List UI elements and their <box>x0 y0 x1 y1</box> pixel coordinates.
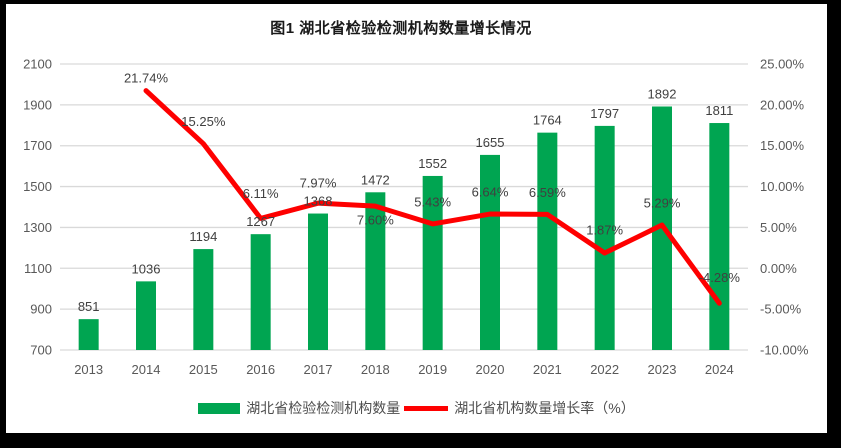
bar-2018 <box>365 192 386 350</box>
bar-value-label-2015: 1194 <box>189 229 217 244</box>
bar-2016 <box>250 234 271 350</box>
left-axis-tick: 1700 <box>23 138 52 153</box>
bar-2020 <box>480 154 500 350</box>
legend-line-label: 湖北省机构数量增长率（%） <box>454 400 635 416</box>
bar-value-label-2020: 1655 <box>476 135 505 150</box>
legend-bar-label: 湖北省检验检测机构数量 <box>246 400 401 416</box>
x-tick-2020: 2020 <box>476 362 505 377</box>
rate-value-label-2016: 6.11% <box>243 186 279 201</box>
line-series-swatch-icon <box>404 405 449 411</box>
bar-value-label-2022: 1797 <box>590 106 619 121</box>
bar-value-label-2024: 1811 <box>705 103 733 118</box>
legend-item-line: 湖北省机构数量增长率（%） <box>404 398 635 418</box>
left-axis-tick: 1500 <box>23 179 52 194</box>
right-axis-tick: 25.00% <box>760 57 805 72</box>
bar-2017 <box>308 213 328 350</box>
rate-value-label-2017: 7.97% <box>300 176 337 191</box>
rate-value-label-2019: 5.43% <box>414 194 451 209</box>
bar-value-label-2014: 1036 <box>132 261 161 276</box>
rate-value-label-2018: 7.60% <box>357 213 394 228</box>
x-tick-2021: 2021 <box>533 362 562 377</box>
bar-2019 <box>422 175 443 350</box>
bar-2021 <box>537 132 558 350</box>
rate-value-label-2014: 21.74% <box>124 71 169 86</box>
right-axis-tick: 5.00% <box>760 220 797 235</box>
right-axis-tick: 20.00% <box>760 97 805 112</box>
bar-2024 <box>709 123 730 350</box>
plot-area: 2100 25.00% 1900 20.00% 1700 15.00% 1500 10.00%… <box>23 57 809 378</box>
rate-value-label-2024: -4.28% <box>699 270 741 285</box>
bar-value-label-2013: 851 <box>78 299 100 314</box>
left-axis-tick: 1300 <box>23 220 52 235</box>
bar-value-label-2023: 1892 <box>648 86 677 101</box>
right-axis-tick: 15.00% <box>760 138 805 153</box>
right-axis-tick: 0.00% <box>760 261 797 276</box>
rate-value-label-2021: 6.59% <box>529 185 566 200</box>
x-tick-2013: 2013 <box>74 362 103 377</box>
right-axis-tick: 10.00% <box>760 179 805 194</box>
x-tick-2022: 2022 <box>590 362 619 377</box>
left-axis-tick: 1100 <box>24 261 52 276</box>
x-tick-2017: 2017 <box>304 362 333 377</box>
bar-2015 <box>193 249 214 350</box>
bar-value-label-2016: 1267 <box>246 214 275 229</box>
legend-item-bars: 湖北省检验检测机构数量 <box>198 398 400 418</box>
bar-2022 <box>594 125 615 350</box>
left-axis-tick: 700 <box>30 343 52 358</box>
rate-value-label-2023: 5.29% <box>644 196 681 211</box>
left-axis-tick: 900 <box>30 302 52 317</box>
bar-series-swatch-icon <box>198 402 241 414</box>
bar-value-label-2018: 1472 <box>361 172 390 187</box>
left-axis-tick: 2100 <box>23 57 52 72</box>
rate-value-label-2022: 1.87% <box>586 223 623 238</box>
chart-canvas: 图1 湖北省检验检测机构数量增长情况 2100 25.00% 1900 20.00% 1… <box>6 4 827 433</box>
x-tick-2019: 2019 <box>418 362 447 377</box>
x-tick-2023: 2023 <box>648 362 677 377</box>
bar-value-label-2019: 1552 <box>418 156 447 171</box>
chart-title: 图1 湖北省检验检测机构数量增长情况 <box>270 20 532 37</box>
x-tick-2015: 2015 <box>189 362 218 377</box>
bar-2014 <box>136 281 156 350</box>
x-tick-2024: 2024 <box>705 362 734 377</box>
bar-value-label-2017: 1368 <box>304 194 333 209</box>
right-axis-tick: -5.00% <box>760 302 802 317</box>
right-axis-tick: -10.00% <box>760 343 809 358</box>
x-tick-2014: 2014 <box>132 362 161 377</box>
left-axis-tick: 1900 <box>23 97 52 112</box>
rate-value-label-2015: 15.25% <box>181 114 226 129</box>
bar-value-label-2021: 1764 <box>533 113 562 128</box>
bar-2013 <box>78 319 99 350</box>
legend: 湖北省检验检测机构数量 湖北省机构数量增长率（%） <box>6 398 827 418</box>
growth-rate-line <box>143 88 722 306</box>
x-tick-2018: 2018 <box>361 362 390 377</box>
x-tick-2016: 2016 <box>246 362 275 377</box>
rate-value-label-2020: 6.64% <box>472 185 509 200</box>
